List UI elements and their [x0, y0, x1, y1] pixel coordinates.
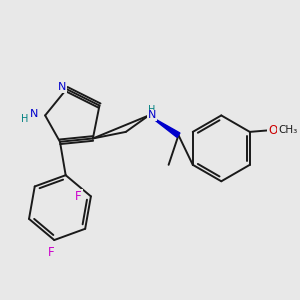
- Text: N: N: [29, 109, 38, 119]
- Text: H: H: [21, 114, 28, 124]
- Text: CH₃: CH₃: [278, 125, 297, 135]
- Text: F: F: [48, 246, 54, 259]
- Text: F: F: [75, 190, 82, 203]
- Polygon shape: [149, 116, 180, 137]
- Text: N: N: [57, 82, 66, 92]
- Text: H: H: [148, 104, 156, 115]
- Text: O: O: [268, 124, 278, 137]
- Text: N: N: [148, 110, 156, 120]
